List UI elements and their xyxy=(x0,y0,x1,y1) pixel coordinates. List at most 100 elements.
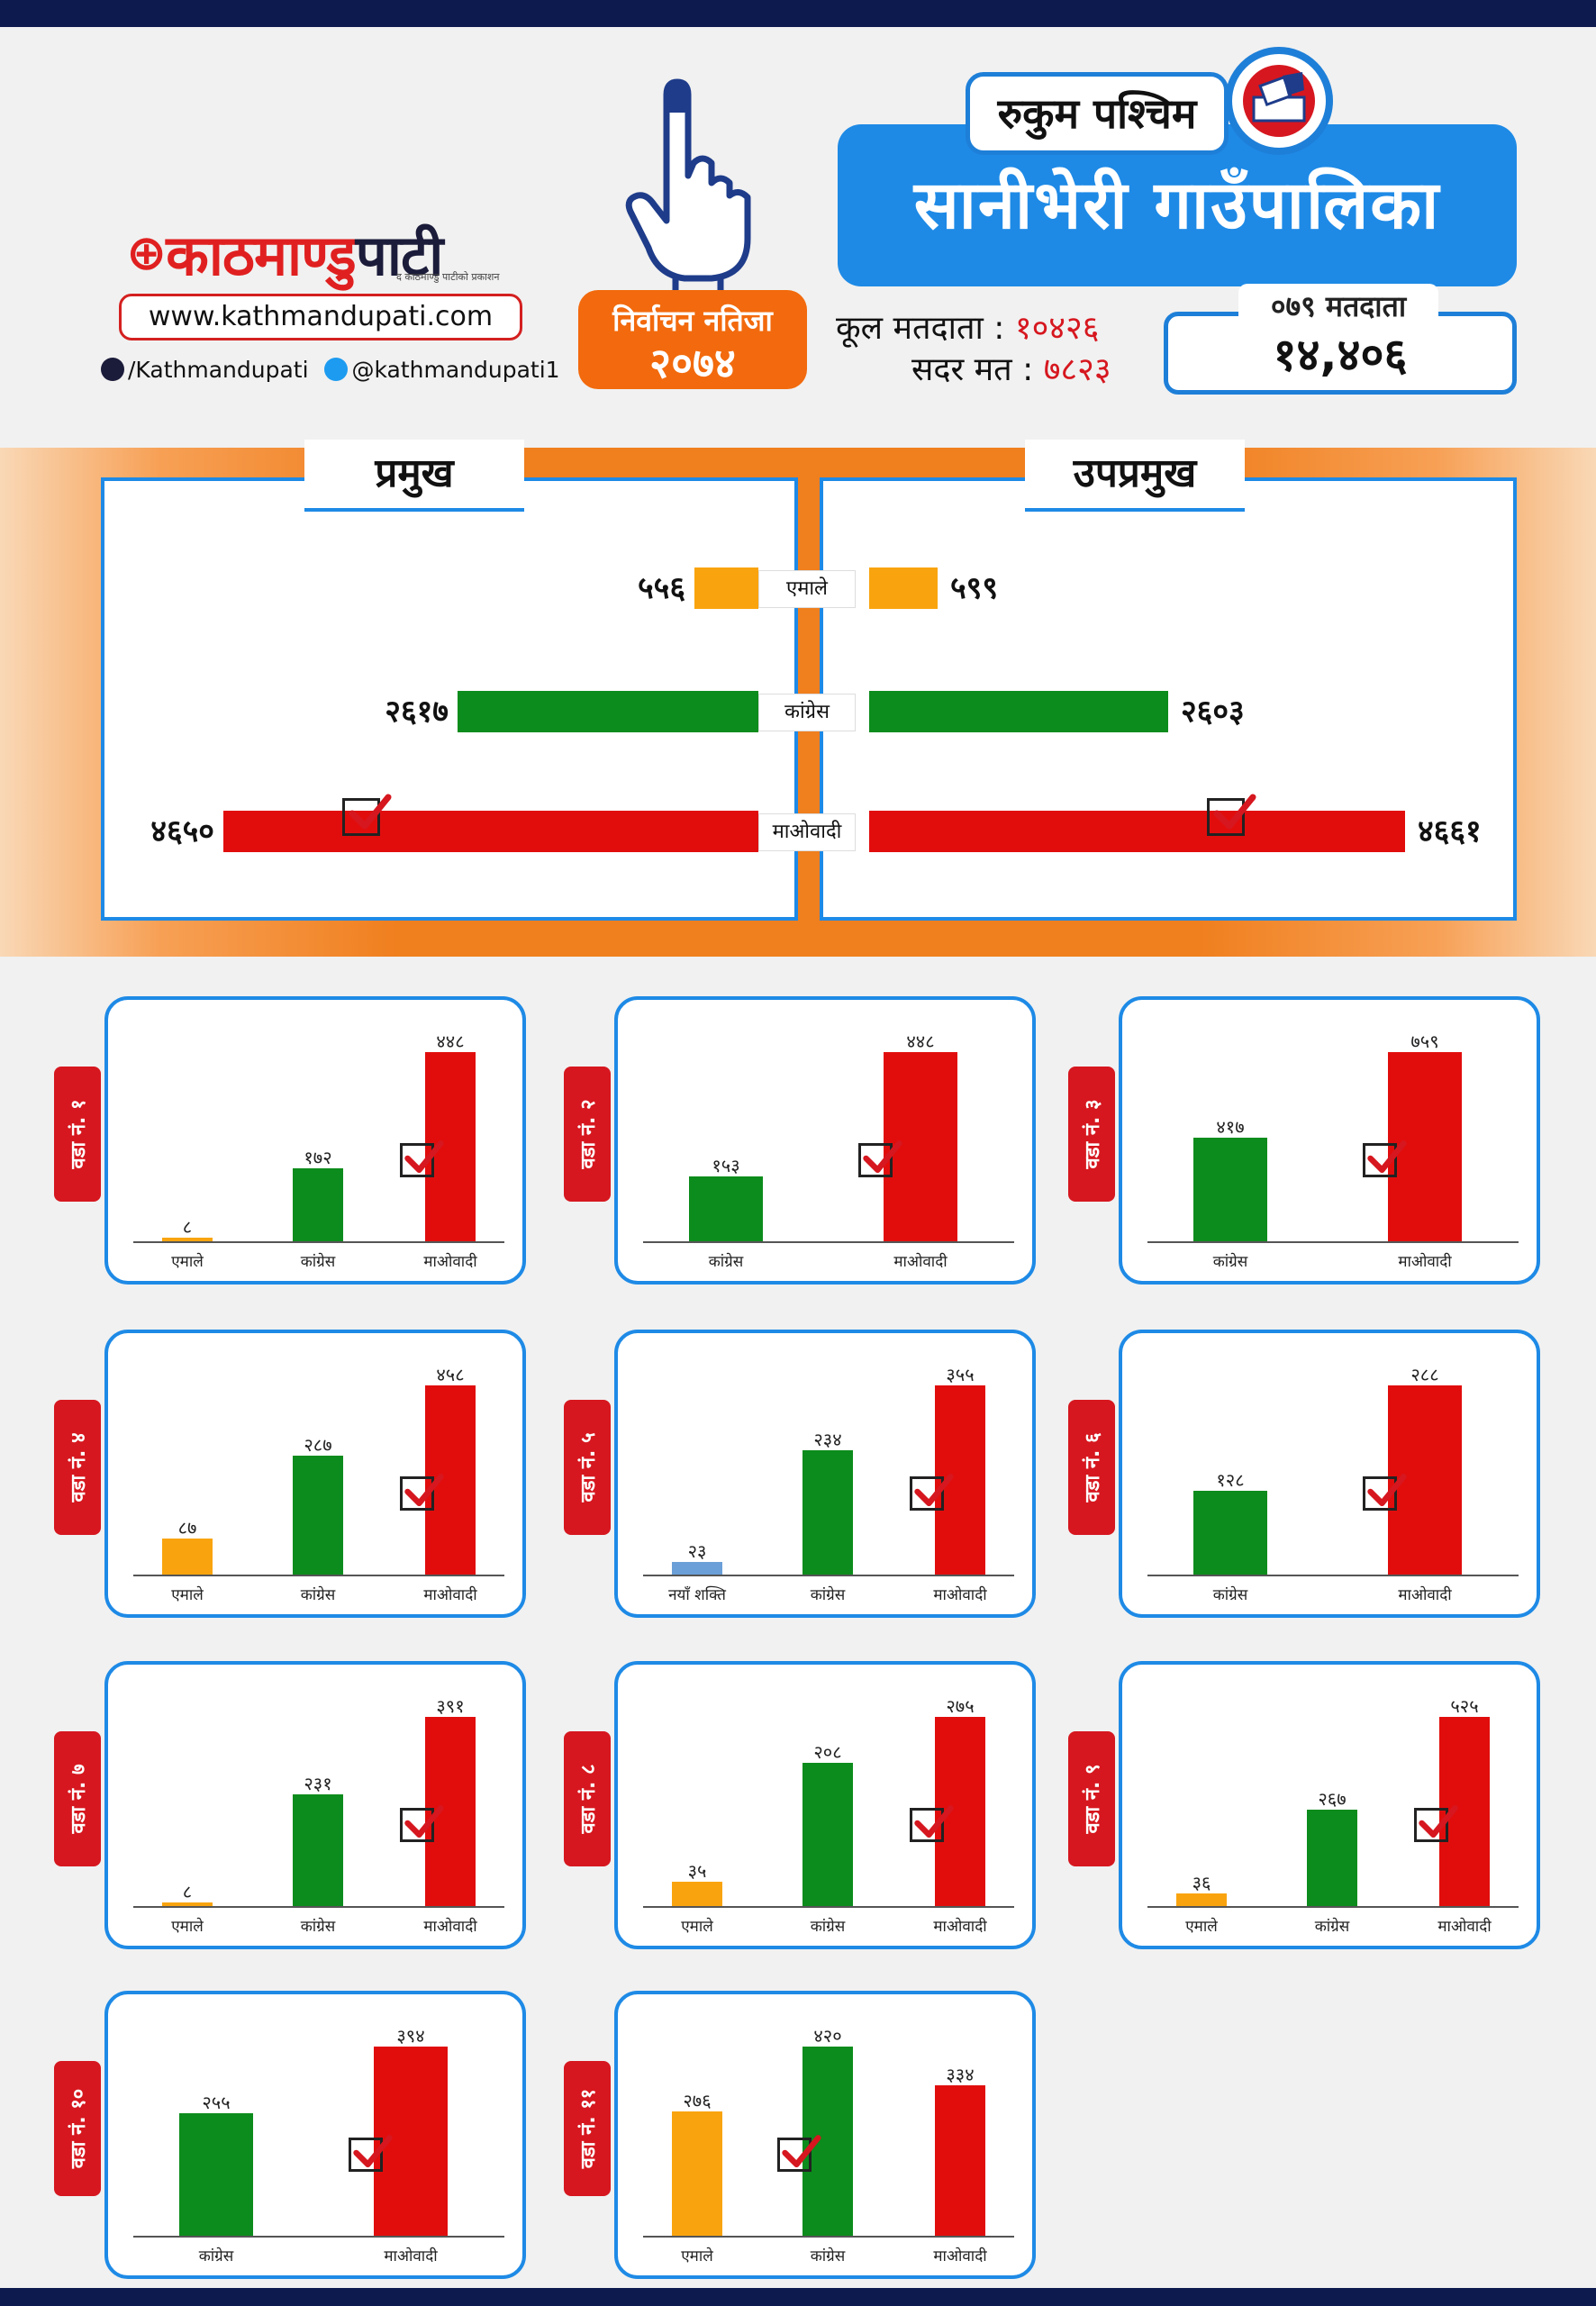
twitter-icon xyxy=(324,358,349,381)
ward-value-label: ३९१ xyxy=(436,1695,465,1717)
ward-category-label: कांग्रेस xyxy=(198,2247,234,2265)
ward-winner-check-icon xyxy=(858,1139,902,1177)
ward-category-label: माओवादी xyxy=(423,1586,477,1604)
twitter-handle[interactable]: @kathmandupati1 xyxy=(351,357,560,383)
voter-stats: कूल मतदाता : १०४२६ सदर मत : ७८२३ xyxy=(836,308,1111,391)
ward-value-label: ८ xyxy=(182,1216,193,1238)
ward-baseline xyxy=(1147,1575,1519,1576)
ward-card: १५३ कांग्रेस ४४८ माओवादी xyxy=(614,996,1036,1285)
ward-bar-congress xyxy=(1307,1810,1357,1906)
ward-bar-congress xyxy=(293,1794,343,1906)
ward-value-label: २३ xyxy=(687,1540,707,1562)
logo-tagline: द काठमाण्डु पाटीको प्रकाशन xyxy=(396,271,500,283)
ward-bar-congress xyxy=(293,1456,343,1575)
ward-card: ३६ एमाले २६७ कांग्रेस ५२५ माओवादी xyxy=(1119,1661,1540,1949)
ward-value-label: १७२ xyxy=(304,1147,332,1168)
ward-value-label: ४४८ xyxy=(906,1030,935,1052)
ward-card: ८७ एमाले २८७ कांग्रेस ४५८ माओवादी xyxy=(104,1330,526,1618)
mayor-winner-check-icon xyxy=(342,794,392,836)
top-bar xyxy=(0,0,1596,27)
ward-category-label: कांग्रेस xyxy=(300,1253,336,1271)
ward-winner-check-icon xyxy=(1414,1804,1458,1842)
deputy-value-uml: ५९९ xyxy=(950,570,999,606)
ward-category-label: कांग्रेस xyxy=(708,1253,744,1271)
district-label: रुकुम पश्चिम xyxy=(966,72,1229,155)
ward-category-label: माओवादी xyxy=(933,1586,987,1604)
ward-value-label: ७५९ xyxy=(1410,1030,1439,1052)
ward-card: २३ नयाँ शक्ति २३४ कांग्रेस ३५५ माओवादी xyxy=(614,1330,1036,1618)
ward-winner-check-icon xyxy=(910,1804,954,1842)
ward-category-label: एमाले xyxy=(681,2247,713,2265)
ward-category-label: कांग्रेस xyxy=(1212,1586,1248,1604)
ward-category-label: माओवादी xyxy=(893,1253,948,1271)
ward-category-label: कांग्रेस xyxy=(300,1586,336,1604)
ward-bar-congress xyxy=(803,1763,853,1906)
ward-value-label: २८७ xyxy=(304,1434,332,1456)
ward-label: वडा नं. ११ xyxy=(564,2061,611,2196)
ward-category-label: माओवादी xyxy=(1398,1586,1452,1604)
mayor-bar-uml xyxy=(694,567,758,609)
ward-value-label: ५२५ xyxy=(1450,1695,1479,1717)
ward-card: १२८ कांग्रेस २८८ माओवादी xyxy=(1119,1330,1540,1618)
ward-bar-uml xyxy=(1176,1893,1227,1906)
total-voters-value: १०४२६ xyxy=(1014,310,1100,347)
ward-value-label: १५३ xyxy=(712,1155,740,1176)
ward-card: २७६ एमाले ४२० कांग्रेस ३३४ माओवादी xyxy=(614,1991,1036,2279)
ward-baseline xyxy=(133,1241,504,1243)
total-voters-label: कूल मतदाता : xyxy=(836,310,1005,347)
ward-label-text: वडा नं. ९ xyxy=(1082,1764,1104,1834)
deputy-value-congress: २६०३ xyxy=(1181,694,1245,730)
ward-label: वडा नं. ८ xyxy=(564,1731,611,1866)
ward-category-label: कांग्रेस xyxy=(1314,1918,1350,1936)
ward-category-label: एमाले xyxy=(171,1586,204,1604)
ward-bar-congress xyxy=(179,2113,253,2236)
voters-079-label: ०७९ मतदाता xyxy=(1238,284,1438,329)
ward-value-label: २७६ xyxy=(683,2090,712,2111)
ward-bar-congress xyxy=(1193,1138,1267,1241)
ward-category-label: माओवादी xyxy=(423,1253,477,1271)
ward-category-label: कांग्रेस xyxy=(810,1918,846,1936)
mayor-value-congress: २६१७ xyxy=(385,694,449,730)
ballot-box-icon xyxy=(1225,47,1333,155)
ward-value-label: ३५ xyxy=(687,1860,707,1882)
valid-votes-value: ७८२३ xyxy=(1043,351,1111,388)
voters-079-value: १४,४०६ xyxy=(1273,329,1408,381)
facebook-handle[interactable]: /Kathmandupati xyxy=(128,357,309,383)
ward-value-label: ८७ xyxy=(177,1517,197,1539)
ward-card: ८ एमाले १७२ कांग्रेस ४४८ माओवादी xyxy=(104,996,526,1285)
ward-bar-congress xyxy=(1193,1491,1267,1575)
ward-card: ३५ एमाले २०८ कांग्रेस २७५ माओवादी xyxy=(614,1661,1036,1949)
ward-label: वडा नं. ९ xyxy=(1068,1731,1115,1866)
ward-baseline xyxy=(1147,1906,1519,1908)
ward-bar-uml xyxy=(162,1238,213,1241)
ward-value-label: ३३४ xyxy=(946,2064,975,2085)
website-link[interactable]: www.kathmandupati.com xyxy=(119,294,522,340)
ward-bar-maoist xyxy=(935,2085,985,2236)
ward-label-text: वडा नं. १ xyxy=(68,1099,90,1169)
voters-079-box: ०७९ मतदाता १४,४०६ xyxy=(1164,284,1517,395)
ward-label-text: वडा नं. ११ xyxy=(577,2088,600,2169)
party-label-maoist: माओवादी xyxy=(758,813,856,851)
ward-baseline xyxy=(133,2236,504,2238)
ward-category-label: कांग्रेस xyxy=(810,2247,846,2265)
valid-votes-label: सदर मत : xyxy=(911,351,1034,388)
party-label-uml: एमाले xyxy=(758,570,856,608)
ward-label: वडा नं. २ xyxy=(564,1067,611,1202)
ward-label-text: वडा नं. ७ xyxy=(68,1764,90,1834)
ward-category-label: माओवादी xyxy=(1437,1918,1492,1936)
social-links: /Kathmandupati @kathmandupati1 xyxy=(101,357,560,383)
ward-card: ८ एमाले २३१ कांग्रेस ३९१ माओवादी xyxy=(104,1661,526,1949)
ward-category-label: नयाँ शक्ति xyxy=(668,1586,726,1604)
ward-bar-uml xyxy=(162,1902,213,1906)
ward-winner-check-icon xyxy=(910,1473,954,1511)
badge-title: निर्वाचन नतिजा xyxy=(612,304,773,338)
ward-label: वडा नं. १ xyxy=(54,1067,101,1202)
ward-baseline xyxy=(643,1906,1014,1908)
ward-label-text: वडा नं. ५ xyxy=(577,1432,600,1503)
ward-baseline xyxy=(643,2236,1014,2238)
ward-value-label: ४२० xyxy=(813,2025,842,2047)
ward-label-text: वडा नं. ८ xyxy=(577,1764,600,1834)
badge-year: २०७४ xyxy=(649,339,736,387)
ward-label: वडा नं. ७ xyxy=(54,1731,101,1866)
deputy-bar-congress xyxy=(869,691,1168,732)
